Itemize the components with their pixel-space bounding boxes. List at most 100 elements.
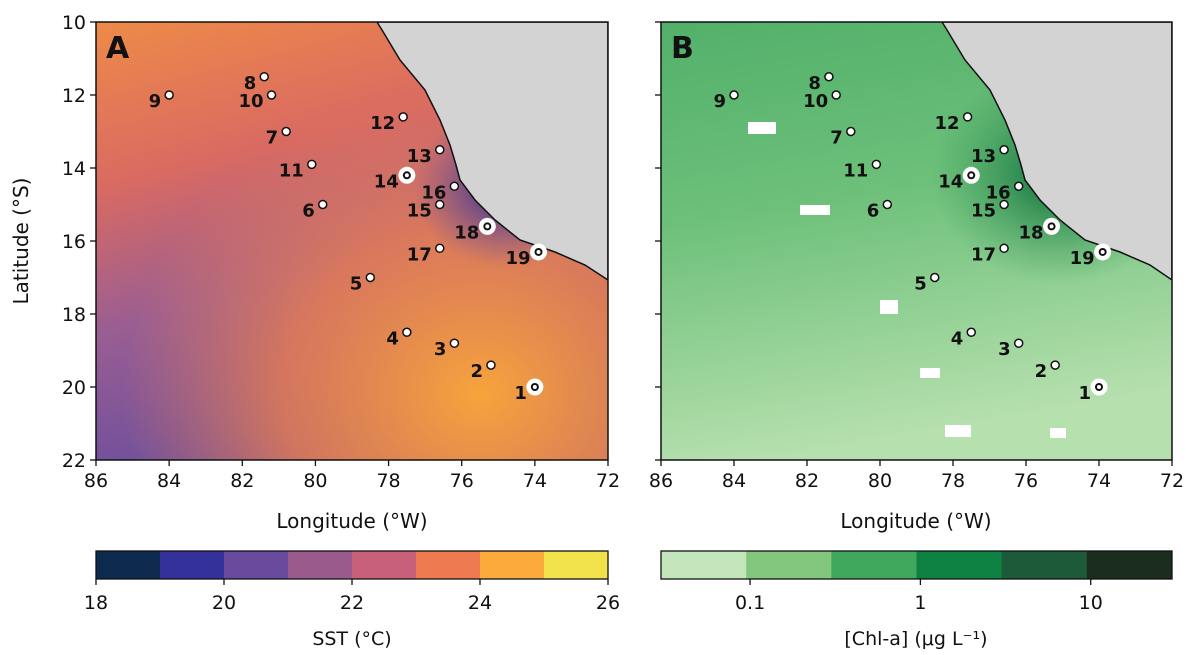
x-tick-label: 72	[1160, 470, 1184, 492]
x-tick-label: 74	[1087, 470, 1111, 492]
station-label: 10	[238, 91, 263, 112]
y-tick-label: 10	[62, 12, 86, 34]
station-label: 15	[971, 201, 996, 222]
x-tick-label: 82	[795, 470, 819, 492]
station-marker	[435, 243, 445, 254]
station-marker-dot	[532, 385, 537, 389]
y-tick-label: 14	[62, 158, 86, 180]
x-tick-label: 78	[376, 470, 400, 492]
x-tick-label: 86	[84, 470, 108, 492]
station-label: 1	[514, 383, 527, 404]
colorbar-segment	[916, 551, 1003, 579]
station-label: 4	[951, 328, 964, 349]
station-marker	[486, 360, 496, 370]
colorbar-segment	[1001, 551, 1088, 579]
y-tick-label: 16	[62, 231, 86, 253]
station-marker	[882, 199, 893, 210]
station-marker-dot	[404, 173, 409, 178]
x-axis-label-b: Longitude (°W)	[840, 509, 991, 533]
station-marker	[824, 72, 834, 82]
colorbar-segment	[1086, 551, 1173, 579]
station-label: 11	[279, 160, 304, 181]
station-label: 5	[914, 274, 927, 295]
station-label: 4	[386, 328, 399, 349]
x-tick-label: 76	[450, 470, 474, 492]
colorbar-frame	[660, 550, 1173, 580]
y-tick-label: 22	[62, 450, 86, 472]
colorbar-label-sst: SST (°C)	[312, 628, 391, 650]
station-label: 18	[1018, 222, 1043, 243]
station-marker	[435, 145, 445, 155]
x-tick-label: 76	[1014, 470, 1038, 492]
station-label: 2	[1035, 361, 1048, 382]
station-marker-dot	[1100, 249, 1105, 254]
station-label: 13	[407, 146, 432, 167]
station-marker	[402, 327, 412, 337]
station-marker	[435, 199, 445, 210]
y-tick-label: 12	[62, 85, 86, 107]
station-marker	[999, 243, 1009, 254]
station-marker	[962, 112, 973, 122]
station-label: 2	[470, 361, 483, 382]
station-marker-dot	[969, 173, 974, 178]
x-tick-label: 86	[649, 470, 673, 492]
station-label: 19	[1070, 248, 1095, 269]
station-marker	[449, 181, 460, 191]
x-tick-label: 84	[157, 470, 181, 492]
station-label: 6	[302, 201, 315, 222]
station-label: 17	[407, 244, 432, 265]
station-label: 3	[434, 339, 447, 360]
cloud-gaps	[748, 122, 1066, 438]
colorbar-segment	[661, 551, 747, 579]
station-label: 10	[803, 91, 828, 112]
x-tick-label: 74	[523, 470, 547, 492]
land-mask-a	[376, 22, 608, 281]
station-label: 11	[843, 160, 868, 181]
station-label: 12	[935, 113, 960, 134]
station-marker	[307, 159, 317, 170]
colorbar-segment	[352, 551, 417, 579]
colorbar-segment	[416, 551, 481, 579]
station-label: 6	[867, 201, 880, 222]
station-marker	[281, 126, 291, 137]
station-label: 16	[986, 182, 1011, 203]
station-label: 3	[998, 339, 1011, 360]
station-marker	[729, 90, 739, 100]
panel-letter-a: A	[106, 31, 130, 66]
station-label: 1	[1078, 383, 1091, 404]
station-marker-dot	[536, 249, 541, 254]
land-mask-b	[941, 22, 1172, 281]
station-marker	[1050, 360, 1060, 370]
colorbar-segment	[480, 551, 545, 579]
station-label: 17	[971, 244, 996, 265]
colorbar-tick-label: 10	[1079, 592, 1103, 614]
x-tick-label: 78	[941, 470, 965, 492]
station-marker	[999, 145, 1009, 155]
station-label: 14	[938, 171, 963, 192]
station-label: 16	[421, 182, 446, 203]
station-label: 7	[830, 128, 843, 149]
axis-ticks-b: 86 84 82 80 78 76 74 72	[649, 21, 1184, 492]
station-label: 8	[244, 73, 257, 94]
colorbar-label-chl: [Chl-a] (μg L⁻¹)	[844, 628, 987, 650]
station-label: 5	[350, 274, 363, 295]
station-marker	[871, 159, 882, 170]
colorbar-tick-label: 26	[596, 592, 620, 614]
station-label: 8	[808, 73, 821, 94]
panel-letter-b: B	[671, 31, 694, 66]
colorbar-segment	[288, 551, 353, 579]
map-panel-b: B	[660, 21, 1173, 461]
station-label: 7	[266, 128, 279, 149]
station-marker	[966, 327, 976, 337]
station-marker	[1013, 338, 1024, 348]
x-tick-label: 80	[303, 470, 327, 492]
station-marker	[266, 90, 277, 100]
colorbar-tick-label: 0.1	[735, 592, 765, 614]
station-label: 9	[149, 91, 162, 112]
colorbar-sst: 18 20 22 24 26	[84, 550, 620, 614]
station-marker	[1013, 181, 1024, 191]
map-panel-a: A	[95, 21, 609, 461]
